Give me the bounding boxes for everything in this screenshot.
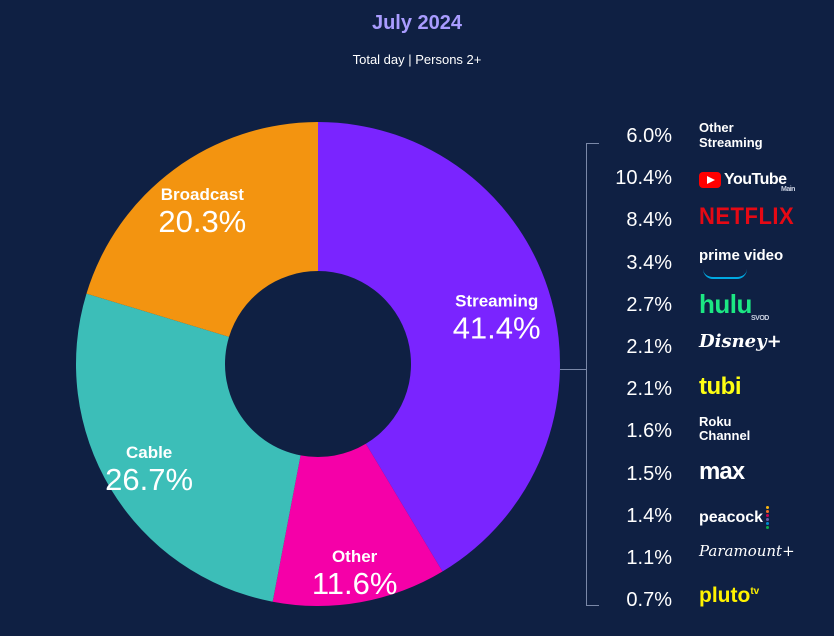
streaming-bracket [586, 143, 599, 606]
peacock-logo: peacock [699, 500, 819, 536]
chart-subtitle: Total day | Persons 2+ [352, 52, 482, 67]
breakdown-row-disney-plus: 2.1% Disney+ [600, 327, 830, 369]
breakdown-value: 3.4% [626, 251, 672, 274]
breakdown-row-max: 1.5% max [600, 454, 830, 496]
logo-text: hulu [699, 288, 752, 319]
logo-text: Streaming [699, 135, 763, 150]
tubi-logo: tubi [699, 373, 741, 401]
max-logo: max [699, 457, 745, 485]
breakdown-value: 10.4% [615, 167, 672, 190]
breakdown-value: 1.6% [626, 420, 672, 443]
slice-broadcast [86, 121, 319, 337]
slice-value-other: 11.6% [312, 566, 398, 601]
slice-value-streaming: 41.4% [453, 311, 541, 346]
slice-label-cable: Cable [126, 443, 172, 462]
roku-channel-logo: Roku Channel [699, 415, 819, 451]
logo-text: Roku [699, 414, 732, 430]
logo-subtext: tv [750, 586, 760, 598]
breakdown-value: 1.5% [626, 462, 672, 485]
slice-value-broadcast: 20.3% [158, 204, 246, 239]
breakdown-row-hulu: 2.7% hulu SVOD [600, 285, 830, 327]
breakdown-value: 2.1% [626, 378, 672, 401]
logo-text: Other [699, 120, 734, 135]
breakdown-row-prime-video: 3.4% prime video [600, 243, 830, 285]
logo-subtext: Main [781, 186, 795, 194]
logo-text: Channel [699, 428, 751, 444]
slice-label-broadcast: Broadcast [161, 185, 244, 204]
paramount-plus-logo: Paramount+ [699, 541, 795, 560]
breakdown-row-peacock: 1.4% peacock [600, 496, 830, 538]
logo-text: prime video [699, 246, 784, 264]
amazon-smile-icon [703, 269, 747, 279]
streaming-connector [560, 369, 586, 370]
breakdown-row-pluto-tv: 0.7% plutotv [600, 580, 830, 622]
breakdown-row-tubi: 2.1% tubi [600, 369, 830, 411]
slice-other [272, 443, 443, 606]
breakdown-row-other-streaming: 6.0% Other Streaming [600, 116, 830, 158]
slice-label-other: Other [332, 547, 378, 566]
youtube-logo: YouTube Main [699, 162, 819, 198]
breakdown-value: 2.7% [626, 293, 672, 316]
chart-title: July 2024 [371, 12, 463, 34]
breakdown-row-paramount-plus: 1.1% Paramount+ [600, 538, 830, 580]
slice-label-streaming: Streaming [455, 292, 538, 311]
logo-subtext: SVOD [751, 314, 769, 322]
logo-text: YouTube [724, 171, 787, 189]
breakdown-value: 2.1% [626, 335, 672, 358]
breakdown-value: 8.4% [626, 209, 672, 232]
prime-video-logo: prime video [699, 247, 819, 283]
breakdown-value: 1.4% [626, 504, 672, 527]
peacock-dots-icon [766, 506, 770, 530]
pluto-tv-logo: plutotv [699, 584, 819, 620]
netflix-logo: NETFLIX [699, 202, 795, 231]
breakdown-row-youtube: 10.4% YouTube Main [600, 158, 830, 200]
hulu-logo: hulu SVOD [699, 289, 819, 325]
breakdown-value: 6.0% [626, 125, 672, 147]
youtube-play-icon [699, 172, 721, 189]
breakdown-row-roku-channel: 1.6% Roku Channel [600, 411, 830, 453]
slice-cable [75, 293, 301, 602]
slice-streaming [318, 122, 560, 572]
logo-text: pluto [699, 584, 751, 608]
streaming-breakdown-list: 6.0% Other Streaming 10.4% YouTube Main … [600, 116, 830, 622]
breakdown-value: 0.7% [626, 589, 672, 612]
breakdown-value: 1.1% [626, 546, 672, 569]
disney-plus-logo: Disney+ [699, 330, 782, 352]
breakdown-row-netflix: 8.4% NETFLIX [600, 200, 830, 242]
logo-text: peacock [699, 508, 764, 526]
other-streaming-label: Other Streaming [699, 120, 819, 156]
slice-value-cable: 26.7% [105, 462, 193, 497]
